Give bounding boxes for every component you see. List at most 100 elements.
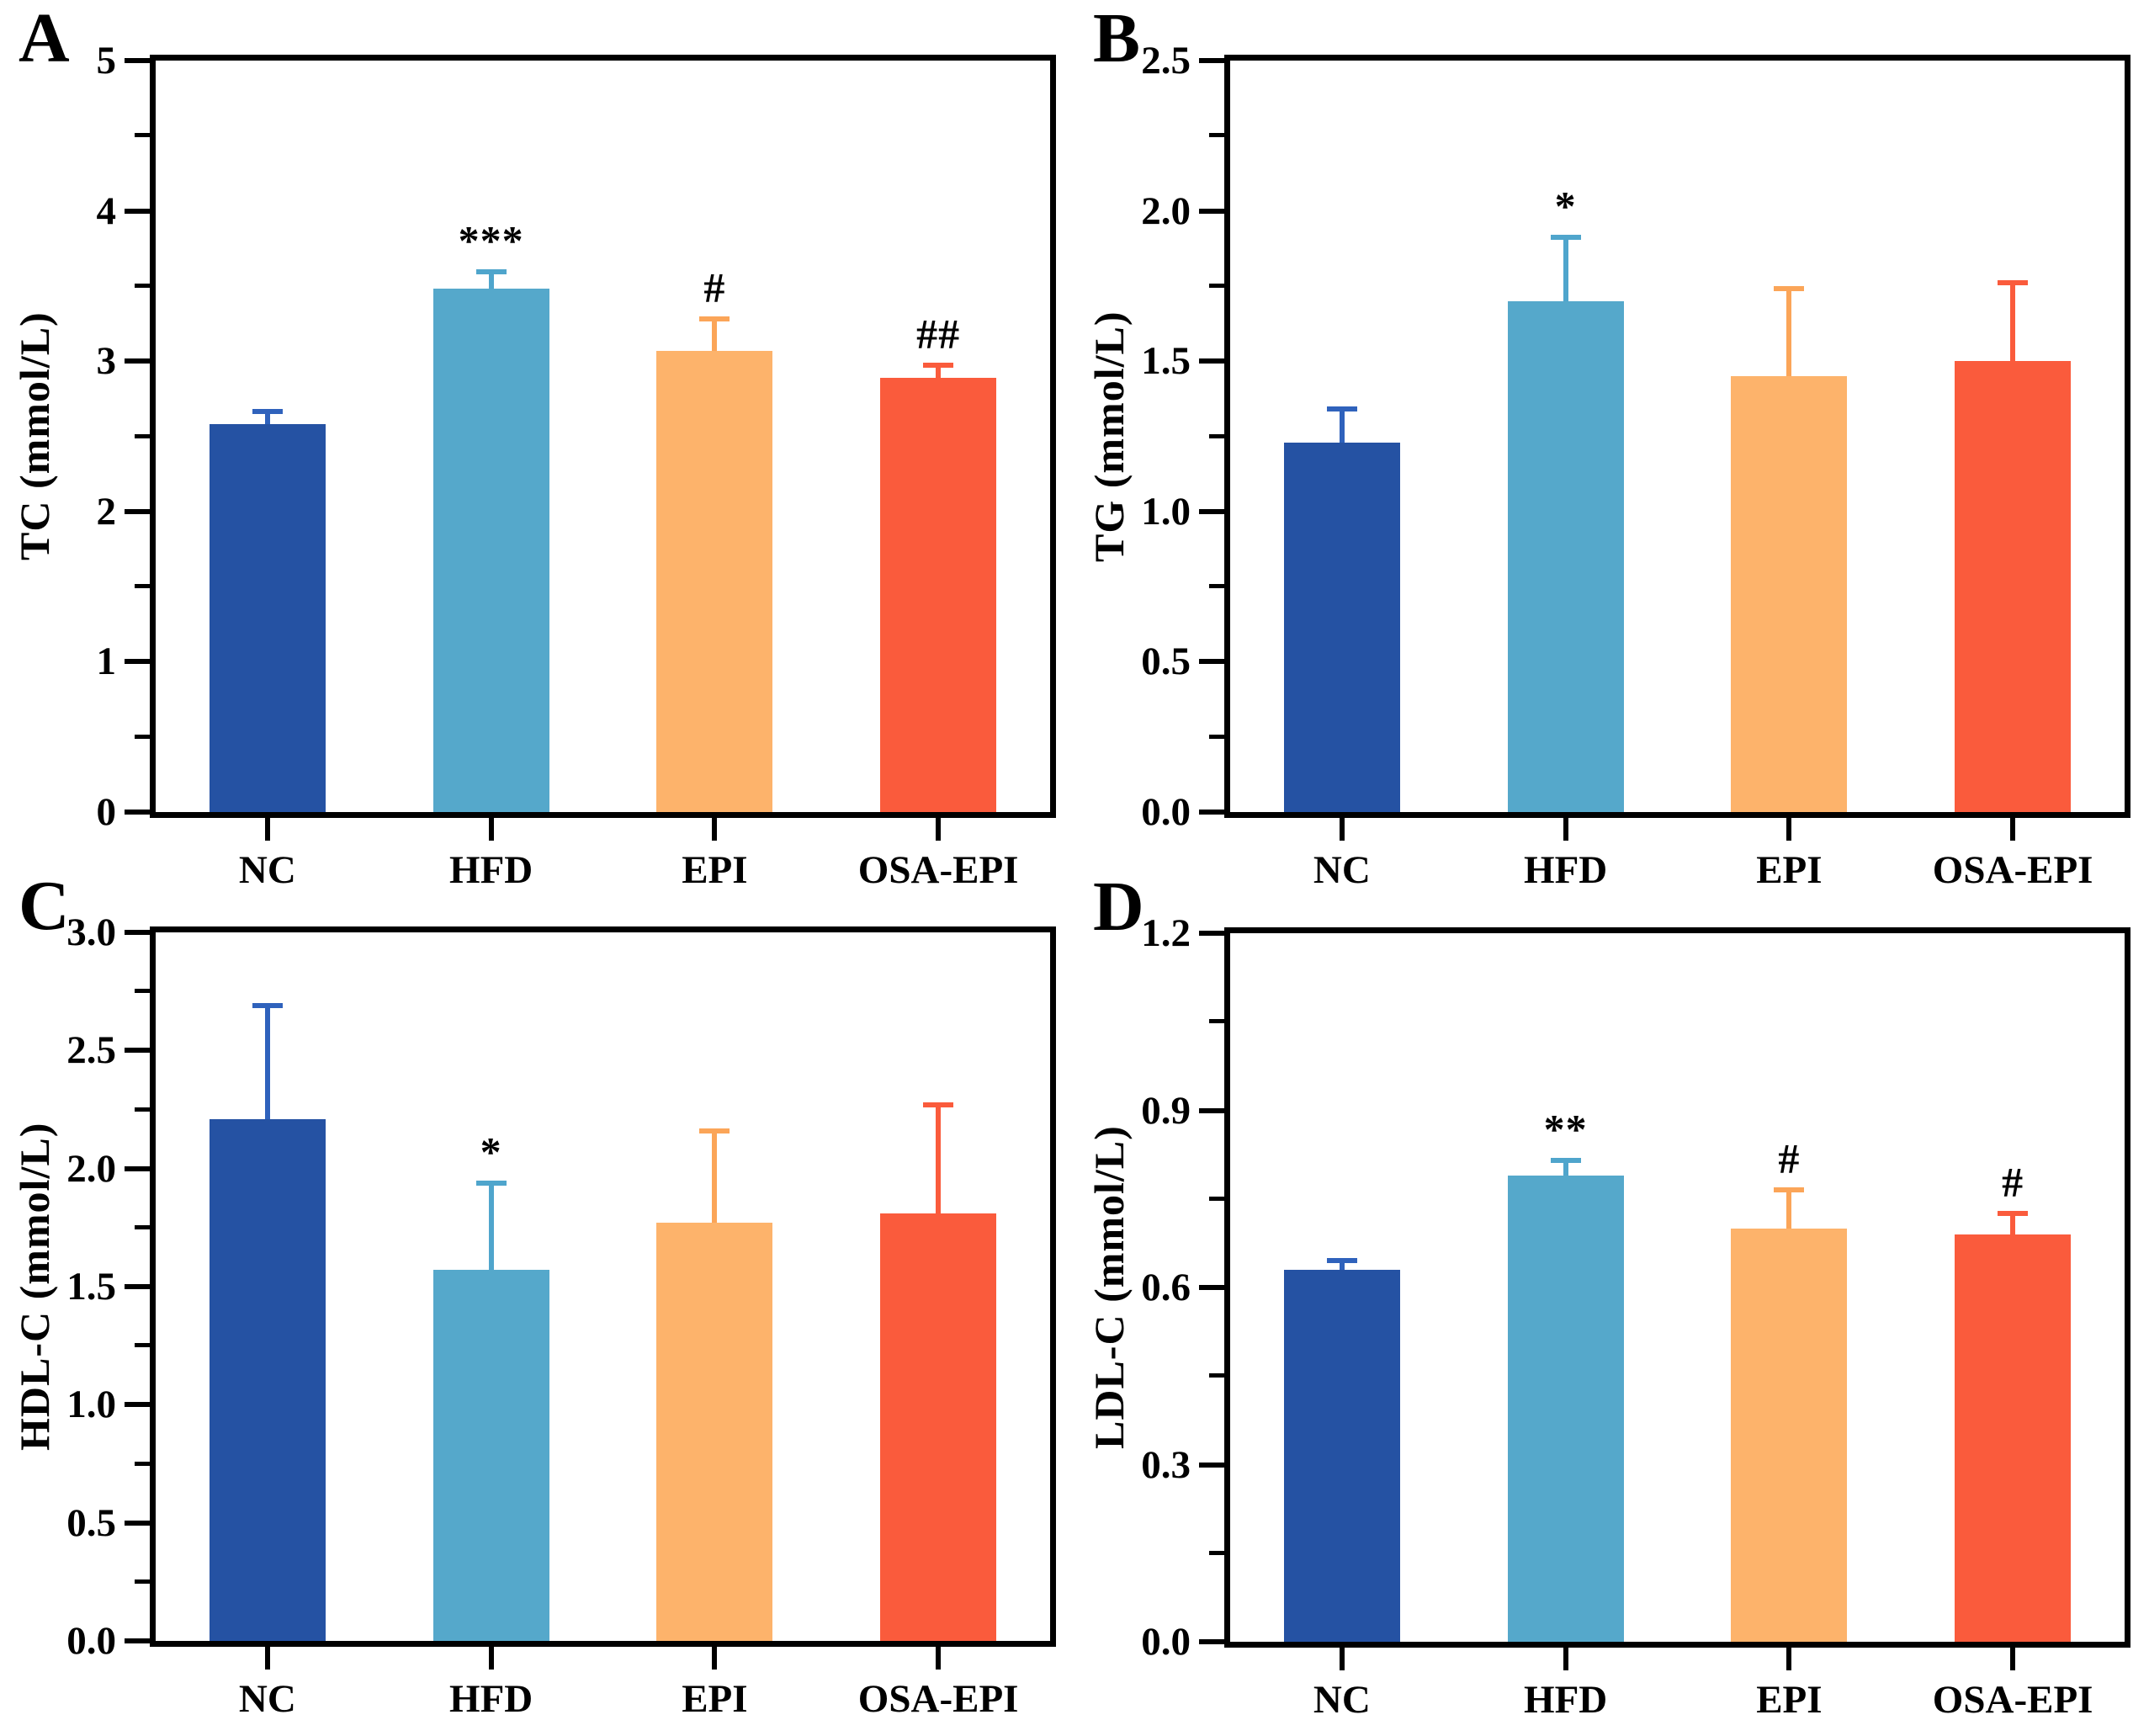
y-axis-minor-tick xyxy=(1209,1196,1224,1201)
error-bar-cap-OSA-EPI xyxy=(1998,1210,2029,1216)
bar-OSA-EPI xyxy=(1955,361,2072,812)
x-axis-tick-EPI xyxy=(712,818,718,841)
y-axis-minor-tick xyxy=(1209,584,1224,589)
category-label-EPI: EPI xyxy=(1756,1678,1823,1722)
y-axis-major-tick xyxy=(1199,508,1224,514)
y-axis-major-tick xyxy=(125,1402,150,1408)
y-axis-major-tick xyxy=(1199,1285,1224,1290)
y-axis-tick-label: 0.3 xyxy=(1141,1442,1191,1487)
y-axis-tick-label: 5 xyxy=(96,39,117,82)
bar-NC xyxy=(1283,1269,1400,1642)
y-axis-major-tick xyxy=(1199,58,1224,63)
significance-annotation-OSA-EPI: # xyxy=(2002,1158,2024,1206)
error-bar-stem-EPI xyxy=(1786,1187,1792,1229)
y-axis-major-tick xyxy=(125,358,150,364)
y-axis-tick-label: 2.5 xyxy=(1141,39,1191,82)
y-axis-major-tick xyxy=(1199,358,1224,364)
y-axis-tick-label: 0.0 xyxy=(1141,1620,1191,1664)
y-axis-major-tick xyxy=(125,930,150,935)
y-axis-tick-label: 0 xyxy=(96,790,117,834)
panel-A-y-axis-label: TC (mmol/L) xyxy=(11,311,58,561)
significance-annotation-OSA-EPI: ## xyxy=(916,310,961,358)
error-bar-stem-OSA-EPI xyxy=(2010,279,2016,362)
bar-OSA-EPI xyxy=(880,1213,997,1641)
panel-D: D LDL-C (mmol/L) ** # # 0.0 0.3 0.6 0.9 1.2 NC H… xyxy=(1074,868,2149,1736)
category-label-HFD: HFD xyxy=(1524,848,1608,892)
bar-EPI xyxy=(1731,376,1848,812)
y-axis-minor-tick xyxy=(1209,1373,1224,1378)
bar-HFD xyxy=(1507,300,1624,812)
significance-annotation-EPI: # xyxy=(703,263,726,311)
category-label-EPI: EPI xyxy=(682,1677,748,1721)
significance-annotation-HFD: *** xyxy=(458,216,524,264)
category-label-EPI: EPI xyxy=(682,848,748,892)
error-bar-stem-OSA-EPI xyxy=(936,362,942,378)
y-axis-minor-tick xyxy=(135,283,150,288)
category-label-NC: NC xyxy=(1313,848,1371,892)
error-bar-stem-NC xyxy=(264,409,270,425)
panel-C-plot: * xyxy=(150,926,1056,1647)
x-axis-tick-OSA-EPI xyxy=(2010,1648,2016,1670)
error-bar-cap-NC xyxy=(1326,406,1357,411)
y-axis-tick-label: 0.5 xyxy=(66,1500,116,1545)
y-axis-tick-label: 0.6 xyxy=(1141,1266,1191,1309)
y-axis-major-tick xyxy=(125,208,150,214)
y-axis-tick-label: 0.0 xyxy=(66,1619,116,1663)
y-axis-minor-tick xyxy=(135,584,150,589)
significance-annotation-HFD: ** xyxy=(1543,1105,1588,1153)
y-axis-major-tick xyxy=(125,1048,150,1054)
y-axis-major-tick xyxy=(125,1520,150,1526)
error-bar-cap-HFD xyxy=(1550,235,1581,241)
panel-C-letter: C xyxy=(19,867,70,945)
error-bar-cap-OSA-EPI xyxy=(1998,279,2029,285)
y-axis-major-tick xyxy=(1199,931,1224,936)
error-bar-stem-HFD xyxy=(1563,235,1568,301)
error-bar-cap-EPI xyxy=(1774,285,1805,291)
bar-NC xyxy=(1283,442,1400,812)
significance-annotation-HFD: * xyxy=(480,1128,502,1176)
y-axis-tick-label: 3 xyxy=(96,339,117,384)
y-axis-tick-label: 0.0 xyxy=(1141,790,1191,834)
bar-NC xyxy=(209,424,326,812)
y-axis-tick-label: 1.5 xyxy=(66,1265,116,1309)
x-axis-tick-NC xyxy=(264,818,270,841)
y-axis-major-tick xyxy=(125,508,150,514)
error-bar-stem-EPI xyxy=(712,1128,718,1224)
x-axis-tick-OSA-EPI xyxy=(936,818,942,841)
x-axis-tick-NC xyxy=(1339,818,1345,841)
y-axis-tick-label: 1.0 xyxy=(1141,489,1191,534)
y-axis-minor-tick xyxy=(1209,433,1224,438)
category-label-NC: NC xyxy=(238,848,296,892)
y-axis-tick-label: 1.0 xyxy=(66,1383,116,1427)
y-axis-major-tick xyxy=(125,1284,150,1289)
x-axis-tick-HFD xyxy=(488,1647,494,1670)
error-bar-stem-OSA-EPI xyxy=(936,1102,942,1213)
error-bar-cap-EPI xyxy=(1774,1187,1805,1192)
category-label-OSA-EPI: OSA-EPI xyxy=(857,1677,1019,1721)
category-label-OSA-EPI: OSA-EPI xyxy=(1932,848,2093,892)
category-label-NC: NC xyxy=(238,1677,296,1721)
y-axis-minor-tick xyxy=(1209,133,1224,138)
y-axis-major-tick xyxy=(1199,659,1224,665)
error-bar-stem-EPI xyxy=(712,316,718,351)
panel-B-y-axis-label: TG (mmol/L) xyxy=(1085,311,1133,562)
error-bar-stem-NC xyxy=(1339,1257,1345,1270)
error-bar-cap-EPI xyxy=(699,316,730,321)
bar-OSA-EPI xyxy=(1955,1234,2072,1642)
error-bar-cap-OSA-EPI xyxy=(923,362,954,368)
error-bar-cap-OSA-EPI xyxy=(923,1102,954,1108)
x-axis-tick-EPI xyxy=(1786,818,1792,841)
x-axis-tick-HFD xyxy=(1563,818,1568,841)
x-axis-tick-NC xyxy=(264,1647,270,1670)
y-axis-minor-tick xyxy=(135,1343,150,1348)
y-axis-minor-tick xyxy=(135,1107,150,1112)
category-label-HFD: HFD xyxy=(1524,1678,1608,1722)
bar-EPI xyxy=(1731,1228,1848,1642)
y-axis-minor-tick xyxy=(135,734,150,739)
panel-A: A TC (mmol/L) *** # ## 0 1 2 3 4 5 NC HFD EPI OSA-E… xyxy=(0,0,1074,892)
category-label-HFD: HFD xyxy=(449,1677,533,1721)
y-axis-major-tick xyxy=(125,1638,150,1643)
x-axis-tick-OSA-EPI xyxy=(936,1647,942,1670)
x-axis-tick-NC xyxy=(1339,1648,1345,1670)
error-bar-cap-HFD xyxy=(1550,1157,1581,1163)
